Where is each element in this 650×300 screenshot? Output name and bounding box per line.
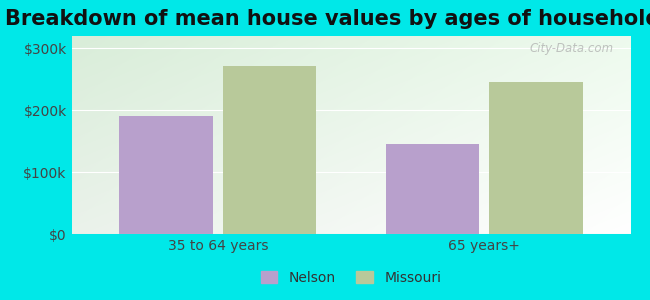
Text: City-Data.com: City-Data.com	[530, 42, 614, 55]
Bar	[120, 116, 213, 234]
Bar	[223, 66, 317, 234]
Bar	[385, 144, 479, 234]
Bar	[489, 82, 582, 234]
Title: Breakdown of mean house values by ages of householders: Breakdown of mean house values by ages o…	[5, 9, 650, 29]
Legend: Nelson, Missouri: Nelson, Missouri	[255, 265, 447, 290]
